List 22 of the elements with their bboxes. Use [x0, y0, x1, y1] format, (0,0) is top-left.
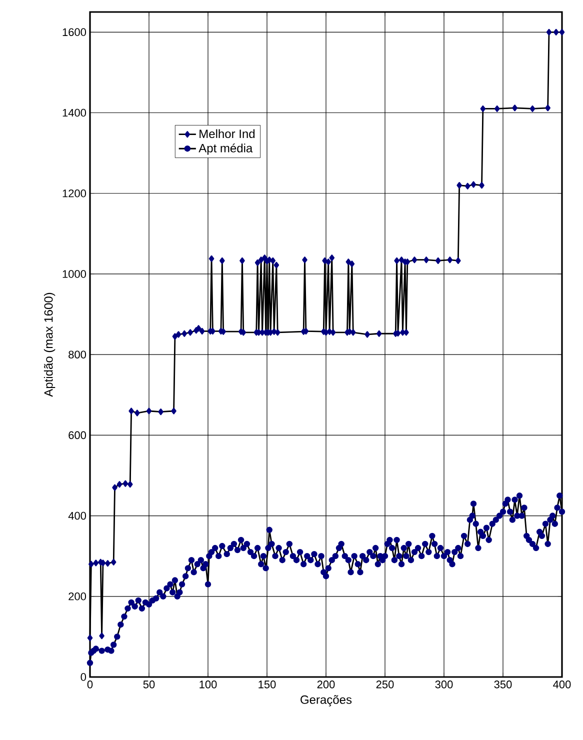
x-tick-label: 350 — [494, 680, 512, 688]
y-tick-label: 800 — [68, 350, 86, 358]
x-tick-label: 200 — [317, 680, 335, 688]
legend-label: Melhor Ind — [200, 129, 255, 138]
x-tick-label: 50 — [143, 680, 155, 688]
x-tick-label: 250 — [376, 680, 394, 688]
y-tick-label: 1600 — [62, 28, 86, 36]
x-tick-label: 300 — [435, 680, 453, 688]
y-axis-title: Aptidão (max 1600) — [44, 292, 56, 397]
x-tick-label: 400 — [553, 680, 571, 688]
y-tick-label: 600 — [68, 431, 86, 440]
x-tick-label: 150 — [258, 680, 276, 688]
legend-label: Apt média — [198, 143, 253, 155]
y-tick-label: 1200 — [62, 189, 86, 198]
x-tick-label: 0 — [87, 680, 93, 688]
y-tick-label: 400 — [68, 512, 86, 520]
y-tick-label: 200 — [68, 592, 86, 600]
y-tick-label: 1000 — [62, 270, 86, 278]
x-tick-label: 100 — [200, 680, 217, 688]
y-tick-label: 1400 — [62, 108, 86, 117]
y-tick-label: 0 — [80, 673, 86, 681]
x-axis-title: Gerações — [300, 695, 352, 706]
